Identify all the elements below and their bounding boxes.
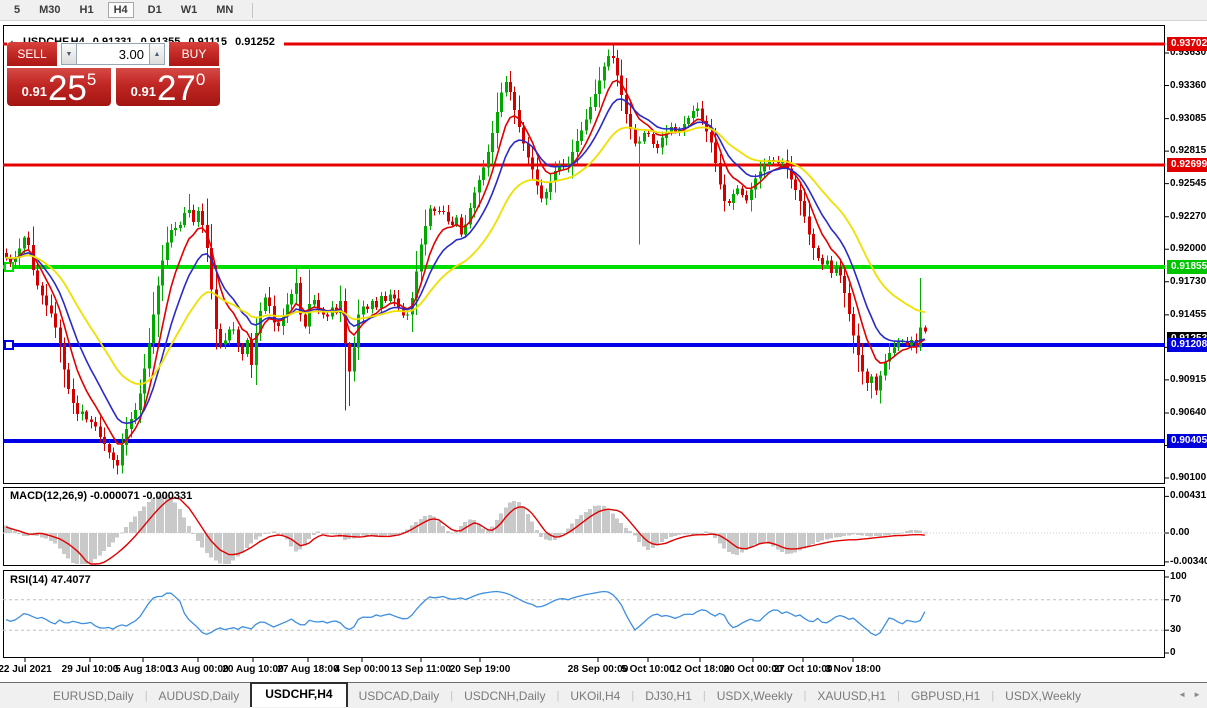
- volume-down-button[interactable]: ▼: [61, 43, 77, 65]
- one-click-trading-panel: SELL ▼ ▲ BUY 0.91 25 5 0.91 27 0: [7, 42, 222, 106]
- macd-label: MACD(12,26,9) -0.000071 -0.000331: [10, 490, 193, 502]
- moving-averages: [5, 79, 926, 445]
- sell-price-big: 25: [47, 68, 87, 108]
- timeframe-button-M30[interactable]: M30: [39, 4, 61, 16]
- buy-price-box[interactable]: 0.91 27 0: [116, 68, 220, 106]
- hline-anchor-0.91208[interactable]: [4, 340, 14, 350]
- tabs-scroll-left-icon[interactable]: ◄: [1178, 690, 1187, 699]
- sell-price-box[interactable]: 0.91 25 5: [7, 68, 111, 106]
- tab-scroll-arrows: ◄ ►: [1178, 690, 1201, 699]
- tab-usdchf-h4[interactable]: USDCHF,H4: [250, 681, 348, 707]
- tab-separator: |: [991, 689, 995, 702]
- tab-separator: |: [556, 689, 560, 702]
- timeframe-button-D1[interactable]: D1: [147, 4, 162, 16]
- sell-price-prefix: 0.91: [21, 84, 47, 99]
- chevron-up-icon: ▲: [153, 50, 161, 58]
- tab-usdx-weekly[interactable]: USDX,Weekly: [716, 688, 793, 703]
- tab-usdcnh-daily[interactable]: USDCNH,Daily: [464, 688, 546, 703]
- tab-ukoil-h4[interactable]: UKOil,H4: [570, 688, 621, 703]
- chevron-down-icon: ▼: [65, 50, 73, 58]
- rsi-panel: [3, 570, 1165, 658]
- tab-dj30-h1[interactable]: DJ30,H1: [645, 688, 692, 703]
- buy-price-big: 27: [156, 68, 196, 108]
- hline-anchor-0.91855[interactable]: [4, 262, 14, 272]
- tab-xauusd-h1[interactable]: XAUUSD,H1: [817, 688, 887, 703]
- macd-histogram: [4, 494, 927, 564]
- timeframe-button-MN[interactable]: MN: [216, 4, 234, 16]
- macd-signal-line: [5, 497, 925, 565]
- ma-line-28: [5, 126, 926, 386]
- timeframe-button-H1[interactable]: H1: [79, 4, 94, 16]
- buy-price-prefix: 0.91: [130, 84, 156, 99]
- rsi-line: [5, 590, 926, 637]
- timeframe-button-5[interactable]: 5: [14, 4, 21, 16]
- tab-separator: |: [702, 689, 706, 702]
- rsi-label: RSI(14) 47.4077: [10, 574, 91, 586]
- toolbar-separator: [252, 2, 254, 18]
- tab-gbpusd-h1[interactable]: GBPUSD,H1: [910, 688, 981, 703]
- tab-usdx-weekly[interactable]: USDX,Weekly: [1005, 688, 1081, 703]
- tabs-scroll-right-icon[interactable]: ►: [1193, 690, 1201, 699]
- ohlc-close: 0.91252: [235, 36, 275, 48]
- volume-input[interactable]: [77, 43, 149, 65]
- tab-separator: |: [631, 689, 635, 702]
- volume-up-button[interactable]: ▲: [149, 43, 165, 65]
- sell-price-pip: 5: [86, 70, 97, 89]
- buy-price-pip: 0: [195, 70, 206, 89]
- macd-panel: [3, 487, 1165, 566]
- tab-audusd-daily[interactable]: AUDUSD,Daily: [158, 688, 240, 703]
- volume-stepper: ▼ ▲: [61, 43, 165, 65]
- tab-separator: |: [803, 689, 807, 702]
- main-chart-panel: [3, 25, 1165, 484]
- timeframe-button-H4[interactable]: H4: [107, 2, 134, 18]
- tab-separator: |: [450, 689, 454, 702]
- tab-usdcad-daily[interactable]: USDCAD,Daily: [358, 688, 440, 703]
- timeframe-toolbar: 5 M30 H1 H4 D1 W1 MN: [0, 0, 1207, 21]
- chart-tabs-bar: EURUSD,Daily | AUDUSD,Daily USDCHF,H4 USDCAD…: [0, 681, 1207, 708]
- timeframe-button-W1[interactable]: W1: [180, 4, 198, 16]
- tab-separator: |: [897, 689, 900, 702]
- tab-eurusd-daily[interactable]: EURUSD,Daily: [53, 688, 134, 703]
- sell-button[interactable]: SELL: [7, 42, 57, 66]
- tab-separator: |: [144, 689, 148, 702]
- buy-button[interactable]: BUY: [169, 42, 219, 66]
